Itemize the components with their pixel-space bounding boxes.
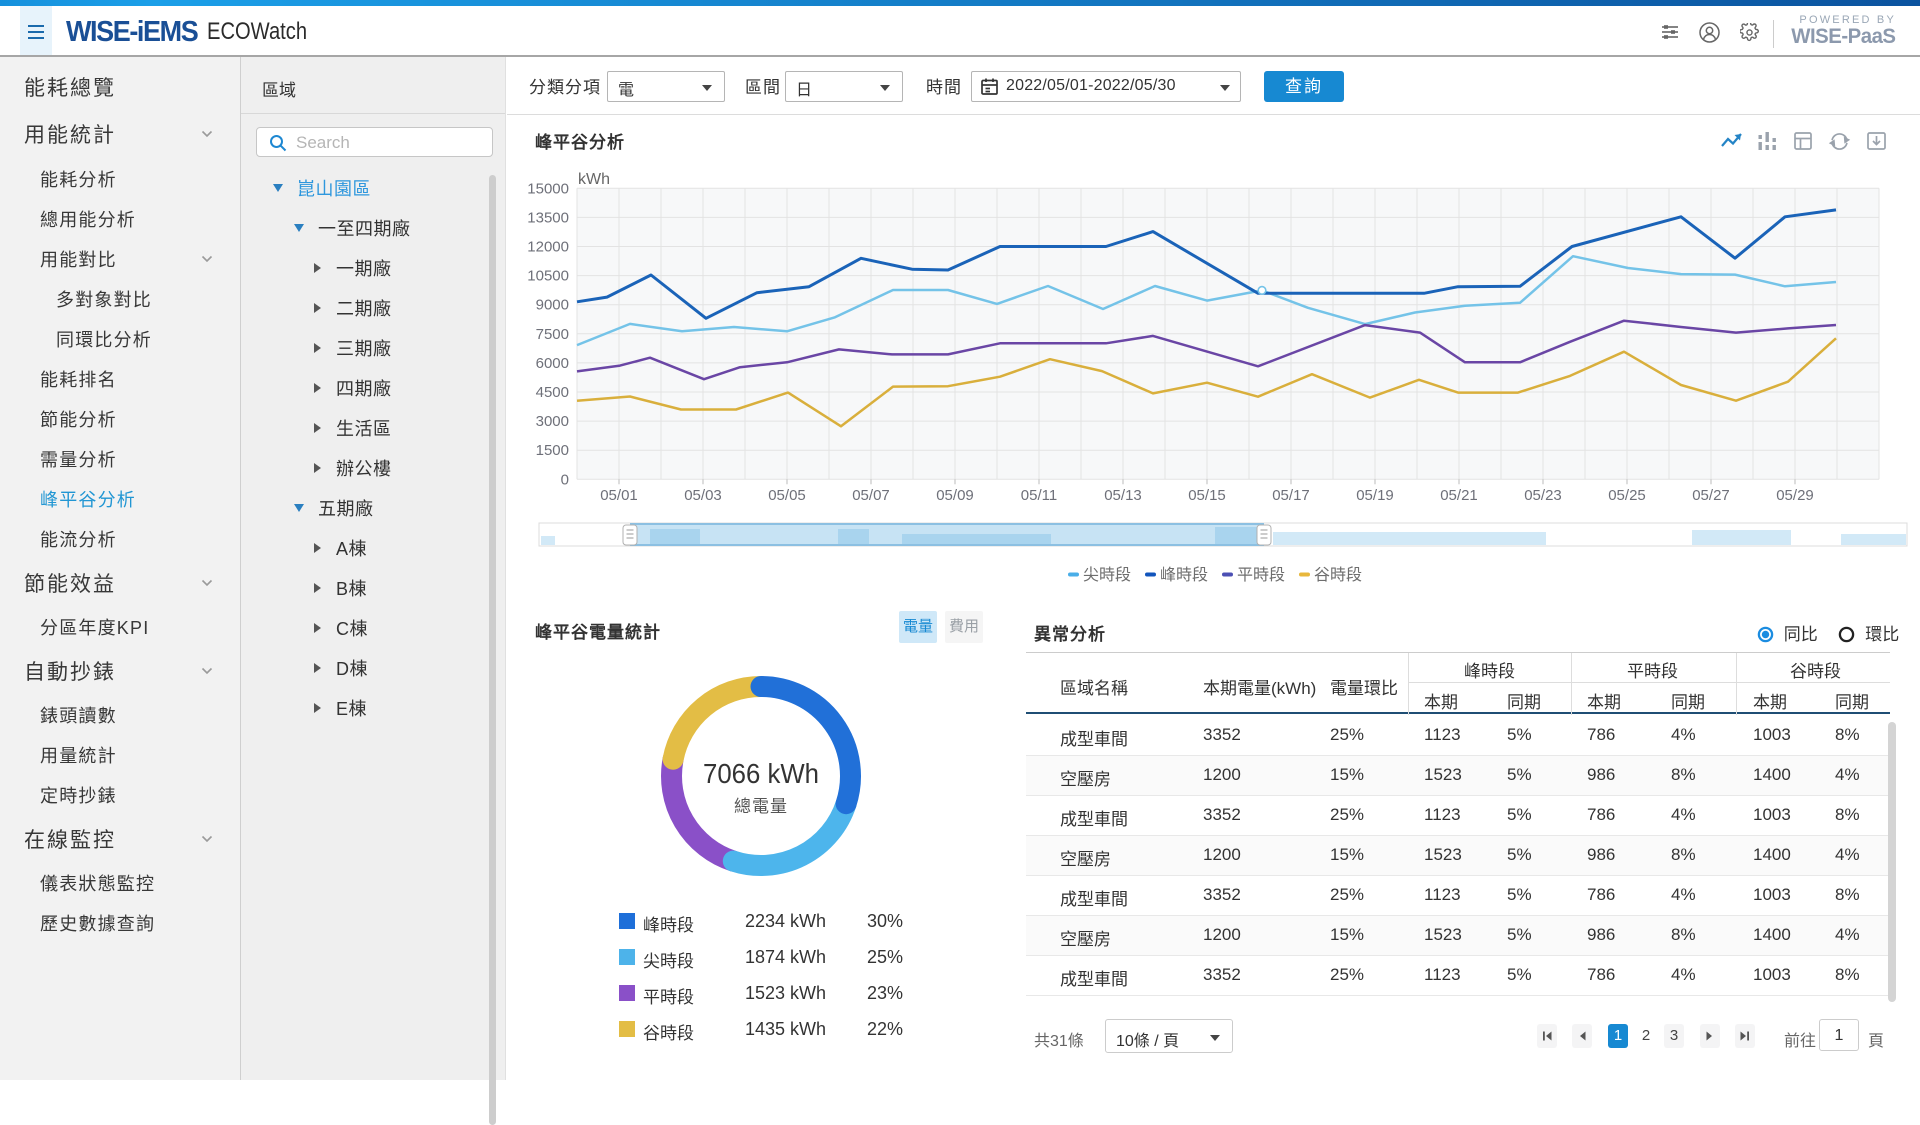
svg-text:13500: 13500 — [527, 209, 569, 226]
svg-text:尖時段: 尖時段 — [1083, 566, 1131, 584]
svg-text:谷時段: 谷時段 — [1314, 566, 1362, 584]
svg-text:9000: 9000 — [536, 297, 569, 314]
svg-text:15000: 15000 — [527, 180, 569, 197]
svg-text:05/01: 05/01 — [600, 487, 638, 504]
svg-text:10500: 10500 — [527, 268, 569, 285]
svg-text:05/07: 05/07 — [852, 487, 890, 504]
svg-text:4500: 4500 — [536, 384, 569, 401]
svg-text:05/21: 05/21 — [1440, 487, 1478, 504]
svg-text:7500: 7500 — [536, 326, 569, 343]
svg-text:6000: 6000 — [536, 355, 569, 372]
svg-text:05/23: 05/23 — [1524, 487, 1562, 504]
svg-text:0: 0 — [561, 471, 569, 488]
svg-text:1500: 1500 — [536, 442, 569, 459]
svg-text:05/15: 05/15 — [1188, 487, 1226, 504]
svg-text:05/19: 05/19 — [1356, 487, 1394, 504]
svg-text:kWh: kWh — [578, 171, 610, 188]
svg-text:3000: 3000 — [536, 413, 569, 430]
svg-text:05/17: 05/17 — [1272, 487, 1310, 504]
svg-text:峰時段: 峰時段 — [1160, 566, 1208, 584]
svg-text:12000: 12000 — [527, 239, 569, 256]
svg-text:05/13: 05/13 — [1104, 487, 1142, 504]
svg-text:05/29: 05/29 — [1776, 487, 1814, 504]
svg-text:05/03: 05/03 — [684, 487, 722, 504]
svg-text:05/25: 05/25 — [1608, 487, 1646, 504]
svg-text:05/09: 05/09 — [936, 487, 974, 504]
svg-text:05/05: 05/05 — [768, 487, 806, 504]
svg-text:05/11: 05/11 — [1021, 487, 1057, 504]
svg-text:平時段: 平時段 — [1237, 566, 1285, 584]
svg-text:05/27: 05/27 — [1692, 487, 1730, 504]
